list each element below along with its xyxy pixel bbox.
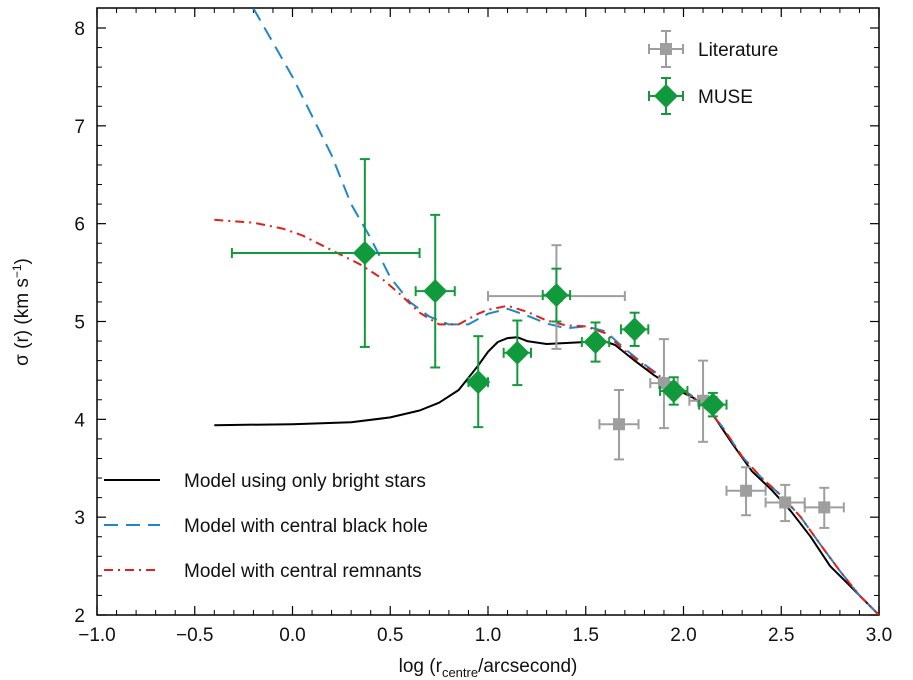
data-point bbox=[764, 483, 806, 523]
square-marker bbox=[612, 418, 625, 431]
diamond-marker bbox=[466, 370, 491, 395]
diamond-marker bbox=[583, 330, 608, 355]
data-points bbox=[230, 158, 845, 529]
square-marker bbox=[818, 501, 831, 514]
legend-line-entry: Model using only bright stars bbox=[104, 471, 426, 492]
data-point bbox=[466, 335, 491, 429]
y-tick-label: 3 bbox=[74, 508, 85, 529]
legend-label: Model with central black hole bbox=[184, 516, 428, 537]
legend-lines: Model using only bright stars Model with … bbox=[104, 471, 428, 582]
legend-point-entry: Literature bbox=[648, 30, 778, 68]
x-tick-label: 2.5 bbox=[768, 625, 794, 646]
data-point bbox=[580, 321, 611, 363]
diamond-marker bbox=[544, 283, 569, 308]
model-curve bbox=[252, 8, 879, 615]
model-curve bbox=[214, 218, 879, 615]
legend-label: Model using only bright stars bbox=[184, 471, 426, 492]
axis-ticks: −1.0 −0.5 0.0 0.5 1.0 1.5 2.0 2.5 3.0 2 3 4 5 6 7 8 bbox=[74, 8, 892, 646]
diamond-marker bbox=[352, 241, 377, 266]
data-point bbox=[502, 319, 533, 387]
x-tick-label: 0.0 bbox=[279, 625, 305, 646]
square-marker bbox=[740, 484, 753, 497]
x-tick-label: 2.0 bbox=[670, 625, 696, 646]
legend-label: Literature bbox=[698, 40, 778, 61]
diamond-marker bbox=[622, 317, 647, 342]
y-axis-title: σ (r) (km s−1) bbox=[10, 258, 33, 366]
legend-point-entry: MUSE bbox=[648, 77, 753, 115]
data-point bbox=[803, 486, 845, 529]
y-tick-label: 5 bbox=[74, 313, 85, 334]
muse-series bbox=[230, 158, 728, 429]
diamond-marker bbox=[423, 279, 448, 304]
legend-line-entry: Model with central black hole bbox=[104, 516, 428, 537]
data-point bbox=[598, 388, 640, 461]
y-tick-label: 2 bbox=[74, 606, 85, 627]
data-point bbox=[698, 391, 728, 418]
data-point bbox=[541, 267, 572, 323]
x-tick-label: −0.5 bbox=[176, 625, 214, 646]
diamond-marker bbox=[654, 84, 678, 108]
square-marker bbox=[660, 43, 672, 55]
diamond-marker bbox=[700, 392, 725, 417]
data-point bbox=[725, 466, 767, 517]
x-tick-label: 0.5 bbox=[377, 625, 403, 646]
x-tick-label: −1.0 bbox=[78, 625, 116, 646]
legend-line-entry: Model with central remnants bbox=[104, 561, 422, 582]
data-point bbox=[414, 213, 456, 369]
legend-label: MUSE bbox=[698, 87, 753, 108]
legend-label: Model with central remnants bbox=[184, 561, 422, 582]
square-marker bbox=[779, 496, 792, 509]
x-axis-title: log (rcentre/arcsecond) bbox=[399, 656, 578, 680]
y-tick-label: 6 bbox=[74, 215, 85, 236]
diamond-marker bbox=[661, 378, 686, 403]
legend-points: Literature MUSE bbox=[648, 30, 778, 115]
data-point bbox=[230, 158, 421, 348]
x-tick-label: 3.0 bbox=[866, 625, 892, 646]
data-point bbox=[659, 376, 689, 406]
literature-series bbox=[487, 244, 845, 529]
data-point bbox=[619, 311, 650, 347]
y-tick-label: 7 bbox=[74, 117, 85, 138]
diamond-marker bbox=[505, 340, 530, 365]
x-tick-label: 1.5 bbox=[573, 625, 599, 646]
y-tick-label: 8 bbox=[74, 19, 85, 40]
x-tick-label: 1.0 bbox=[475, 625, 501, 646]
y-tick-label: 4 bbox=[74, 410, 85, 431]
